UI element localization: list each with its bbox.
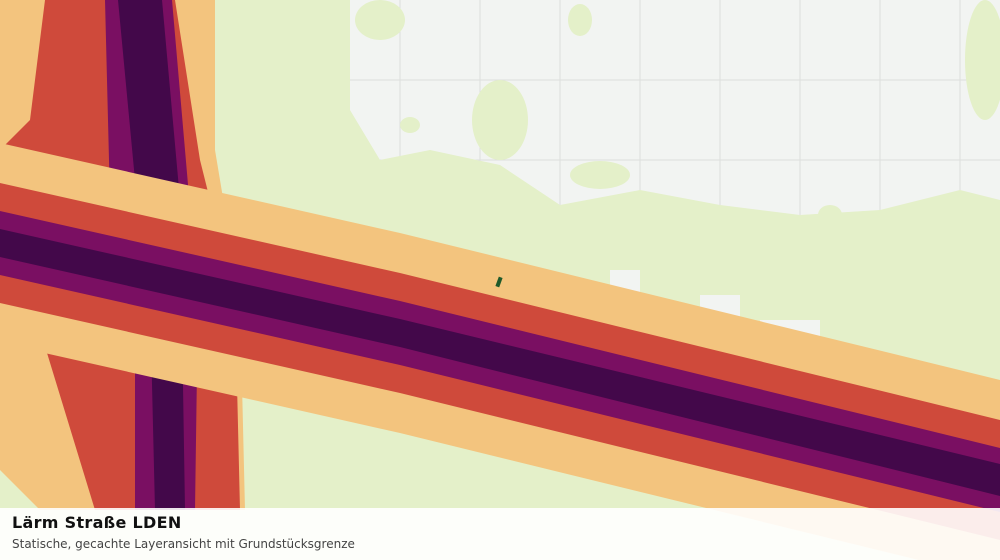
- green-patches: [355, 0, 1000, 225]
- map-subtitle: Statische, gecachte Layeransicht mit Gru…: [12, 537, 355, 551]
- open-area: [350, 0, 1000, 215]
- parcel-marker: [495, 276, 503, 288]
- caption: Lärm Straße LDEN Statische, gecachte Lay…: [0, 508, 1000, 560]
- map-title: Lärm Straße LDEN: [12, 513, 182, 532]
- noise-diagonal-road: [0, 143, 1000, 560]
